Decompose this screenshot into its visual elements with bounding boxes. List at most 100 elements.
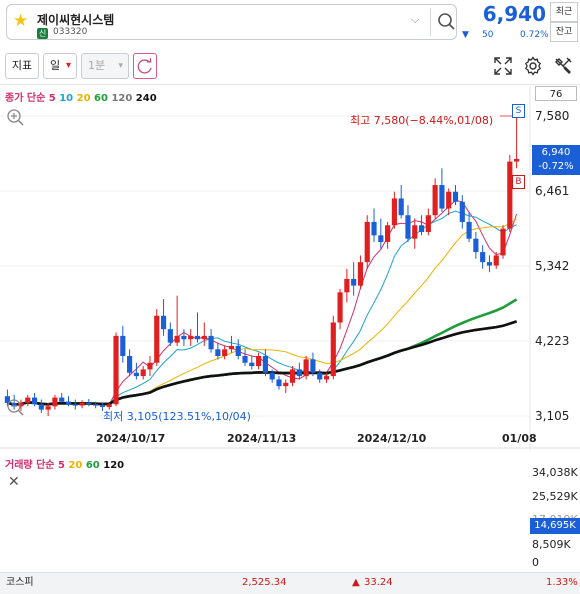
- y-axis-label: 3,105: [535, 409, 570, 423]
- candle-body: [357, 262, 364, 286]
- candle-body: [167, 329, 173, 343]
- candle-body: [269, 372, 275, 380]
- index-ticker[interactable]: 코스피 2,525.34 ▲ 33.24 1.33%: [0, 572, 580, 594]
- chevron-down-icon[interactable]: ⌵: [411, 13, 420, 26]
- dropdown-indicator-icon: ▾: [65, 60, 71, 71]
- candle-body: [59, 397, 65, 402]
- candle-body: [439, 185, 445, 209]
- candle-body: [93, 404, 99, 406]
- volume-legend-item: 20: [68, 460, 86, 471]
- volume-y-label: 8,509K: [532, 538, 571, 551]
- candle-body: [507, 161, 513, 229]
- buy-signal-marker[interactable]: B: [512, 175, 525, 189]
- ma-legend-item: 20: [76, 93, 95, 104]
- high-price-label: 최고 7,580(−8.44%,01/08): [350, 114, 494, 127]
- zoom-in-icon[interactable]: [6, 108, 26, 128]
- ma-240-line: [7, 320, 518, 406]
- candle-body: [194, 335, 201, 340]
- favorite-star-icon[interactable]: ★: [13, 11, 29, 31]
- ma-legend[interactable]: 종가 단순 5 10 20 60 120 240: [5, 89, 157, 104]
- candle-body: [242, 356, 248, 363]
- volume-legend-item: 5: [57, 460, 69, 471]
- ma-20-line: [7, 218, 517, 406]
- candle-body: [405, 215, 411, 239]
- candle-body: [11, 402, 17, 407]
- candle-body: [174, 335, 180, 343]
- candle-body: [364, 221, 370, 263]
- current-price-tag-change: -0.72%: [538, 161, 574, 172]
- recent-button[interactable]: 최근: [550, 2, 578, 22]
- x-axis-label: 2024/12/10: [357, 432, 427, 445]
- candle-body: [418, 225, 425, 232]
- candle-body: [276, 379, 282, 387]
- index-value: 2,525.34: [242, 577, 287, 588]
- zoom-out-icon[interactable]: [6, 398, 26, 418]
- volume-legend[interactable]: 거래량 단순 5 20 60 120: [5, 456, 124, 471]
- index-change: 33.24: [364, 577, 393, 588]
- candle-body: [45, 406, 51, 410]
- visible-count-box[interactable]: 76: [535, 86, 577, 101]
- ma-legend-item: 120: [111, 93, 136, 104]
- volume-y-label: 0: [532, 556, 539, 569]
- period-label: 일: [50, 59, 61, 72]
- candle-body: [86, 402, 92, 405]
- candle-body: [160, 315, 167, 330]
- candle-body: [18, 402, 24, 407]
- ma-legend-item: 10: [59, 93, 77, 104]
- candle-body: [310, 359, 316, 373]
- price-chart[interactable]: [0, 86, 580, 450]
- chart-toolbar: [0, 46, 580, 85]
- price-change-pct: 0.72%: [520, 30, 549, 40]
- candle-body: [65, 401, 72, 405]
- candle-body: [215, 349, 221, 356]
- y-axis-label: 5,342: [535, 259, 570, 273]
- stock-search-box[interactable]: ★ 제이씨현시스템 신 033320 ⌵: [6, 4, 457, 40]
- candle-body: [147, 362, 153, 370]
- candle-body: [201, 335, 207, 340]
- volume-legend-item: 60: [85, 460, 104, 471]
- current-price-tag-value: 6,940: [541, 147, 571, 158]
- candle-body: [391, 198, 397, 226]
- balance-button[interactable]: 잔고: [550, 22, 578, 42]
- index-pct: 1.33%: [546, 577, 578, 588]
- candle-body: [398, 198, 404, 216]
- ma-60-line: [7, 298, 518, 406]
- fullscreen-icon[interactable]: [492, 55, 514, 77]
- period-select[interactable]: 일 ▾: [43, 53, 77, 79]
- candle-body: [188, 335, 194, 340]
- candle-body: [473, 238, 479, 253]
- refresh-button[interactable]: [133, 53, 157, 79]
- interval-select[interactable]: 1분 ▾: [81, 53, 129, 79]
- tools-icon[interactable]: [552, 55, 574, 77]
- price-change: 50: [482, 30, 494, 40]
- chevron-down-icon: ▾: [118, 61, 123, 71]
- candle-body: [317, 372, 323, 380]
- y-axis-label: 6,461: [535, 184, 570, 198]
- search-icon[interactable]: [435, 9, 457, 35]
- candle-body: [208, 335, 214, 350]
- sell-signal-marker[interactable]: S: [512, 104, 525, 118]
- candle-body: [256, 356, 262, 367]
- price-down-arrow-icon: ▼: [462, 30, 469, 40]
- candle-body: [99, 405, 106, 407]
- stock-code: 033320: [53, 27, 88, 37]
- current-volume-tag: 14,695K: [530, 518, 580, 534]
- candle-body: [500, 228, 506, 256]
- candle-body: [38, 404, 44, 410]
- candle-body: [459, 201, 465, 222]
- indicator-button[interactable]: 지표: [5, 53, 39, 79]
- candle-body: [79, 402, 85, 406]
- candle-body: [228, 345, 235, 350]
- y-axis-label: 4,223: [535, 334, 570, 348]
- candle-body: [120, 335, 126, 356]
- divider: [430, 8, 431, 36]
- candle-body: [31, 397, 38, 405]
- current-price-tag: 6,940 -0.72%: [532, 145, 580, 175]
- index-name: 코스피: [6, 577, 34, 588]
- close-icon[interactable]: ✕: [8, 474, 20, 490]
- new-listing-badge: 신: [37, 28, 48, 39]
- y-axis-label: 7,580: [535, 109, 570, 123]
- x-axis-label: 01/08: [502, 432, 537, 445]
- gear-icon[interactable]: [522, 55, 544, 77]
- low-price-label: 최저 3,105(123.51%,10/04): [103, 410, 251, 423]
